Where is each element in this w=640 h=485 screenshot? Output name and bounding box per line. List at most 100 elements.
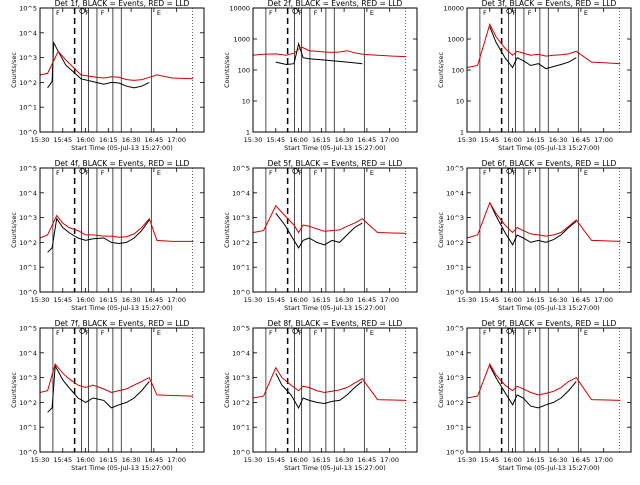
y-tick-label: 10^2: [19, 79, 37, 87]
y-tick-label: 10^2: [446, 399, 464, 407]
y-tick-label: 1000: [233, 36, 250, 44]
y-tick-label: 10^3: [19, 214, 37, 222]
x-tick-label: 15:45: [480, 136, 499, 144]
y-tick-label: 10^4: [19, 29, 37, 37]
status-flag-label: F: [269, 9, 273, 17]
y-tick-label: 10^3: [232, 214, 250, 222]
status-flag-label: E: [157, 329, 161, 337]
x-tick-label: 16:00: [76, 136, 95, 144]
panel-title: Det 6f, BLACK = Events, RED = LLD: [482, 159, 617, 168]
series-events-line: [489, 26, 577, 70]
series-lld-line: [252, 366, 407, 401]
y-tick-label: 10^5: [232, 165, 250, 173]
series-events-line: [275, 372, 363, 409]
orbit-marker-circle: [79, 168, 86, 174]
panel-title: Det 3f, BLACK = Events, RED = LLD: [482, 0, 617, 8]
status-flag-label: F: [483, 9, 487, 17]
orbit-marker-circle: [292, 8, 299, 14]
panel-title: Det 7f, BLACK = Events, RED = LLD: [55, 319, 190, 328]
status-flag-label: F: [483, 329, 487, 337]
plot-frame: [466, 167, 632, 293]
x-tick-label: 16:15: [99, 296, 118, 304]
x-tick-label: 15:45: [266, 456, 285, 464]
x-tick-label: 16:15: [526, 456, 545, 464]
x-tick-label: 16:00: [289, 136, 308, 144]
status-flag-label: E: [370, 169, 374, 177]
y-tick-label: 1: [460, 129, 464, 137]
plot-frame: [252, 7, 418, 133]
x-tick-label: 15:45: [480, 296, 499, 304]
x-tick-label: 17:00: [380, 296, 399, 304]
y-axis-label: Counts/sec: [437, 372, 445, 408]
series-lld-line: [252, 46, 407, 58]
x-tick-label: 16:15: [99, 136, 118, 144]
status-flag-label: F: [314, 329, 318, 337]
status-flag-label: F: [86, 169, 90, 177]
y-axis-label: Counts/sec: [10, 52, 18, 88]
x-tick-label: 16:15: [526, 296, 545, 304]
x-tick-label: 16:30: [335, 136, 354, 144]
status-flag-label: F: [269, 329, 273, 337]
x-tick-label: 16:15: [312, 296, 331, 304]
x-tick-label: 16:45: [358, 296, 377, 304]
y-tick-label: 10: [242, 98, 250, 106]
status-flag-label: F: [101, 329, 105, 337]
series-events-line: [275, 41, 363, 66]
series-lld-line: [466, 201, 621, 242]
status-flag-label: F: [528, 329, 532, 337]
status-flag-label: F: [56, 169, 60, 177]
y-tick-label: 10^1: [446, 424, 464, 432]
status-flag-label: F: [314, 9, 318, 17]
x-tick-label: 16:45: [145, 296, 164, 304]
x-tick-label: 16:15: [312, 456, 331, 464]
x-tick-label: 16:15: [312, 136, 331, 144]
y-tick-label: 10^2: [19, 239, 37, 247]
y-tick-label: 10^4: [232, 349, 250, 357]
series-lld-line: [466, 22, 621, 68]
plot-frame: [252, 327, 418, 453]
status-flag-label: E: [584, 169, 588, 177]
series-events-line: [275, 212, 363, 249]
status-flag-label: F: [86, 9, 90, 17]
orbit-marker-circle: [79, 328, 86, 334]
x-tick-label: 17:00: [380, 456, 399, 464]
y-tick-label: 10^5: [232, 325, 250, 333]
y-axis-label: Counts/sec: [10, 212, 18, 248]
y-tick-label: 10^3: [446, 214, 464, 222]
y-axis-label: Counts/sec: [223, 52, 231, 88]
panel-title: Det 1f, BLACK = Events, RED = LLD: [55, 0, 190, 8]
x-tick-label: 16:30: [549, 456, 568, 464]
y-axis-label: Counts/sec: [223, 372, 231, 408]
x-tick-label: 16:45: [145, 136, 164, 144]
orbit-marker-circle: [506, 8, 513, 14]
x-tick-label: 15:45: [53, 456, 72, 464]
x-tick-label: 15:30: [31, 456, 50, 464]
y-tick-label: 10: [456, 98, 464, 106]
status-flag-label: F: [299, 329, 303, 337]
x-tick-label: 16:00: [503, 136, 522, 144]
x-axis-label: Start Time (05-Jul-13 15:27:00): [498, 464, 600, 472]
panel-title: Det 2f, BLACK = Events, RED = LLD: [268, 0, 403, 8]
y-tick-label: 10^1: [19, 104, 37, 112]
series-events-line: [47, 40, 150, 89]
y-tick-label: 100: [238, 67, 250, 75]
status-flag-label: F: [483, 169, 487, 177]
orbit-marker-circle: [292, 168, 299, 174]
status-flag-label: F: [528, 169, 532, 177]
x-axis-label: Start Time (05-Jul-13 15:27:00): [284, 144, 386, 152]
status-flag-label: F: [299, 9, 303, 17]
x-tick-label: 16:45: [358, 136, 377, 144]
x-tick-label: 15:30: [244, 136, 263, 144]
x-axis-label: Start Time (05-Jul-13 15:27:00): [71, 144, 173, 152]
x-tick-label: 15:45: [266, 136, 285, 144]
status-flag-label: F: [299, 169, 303, 177]
y-axis-label: Counts/sec: [437, 52, 445, 88]
y-tick-label: 10^5: [19, 325, 37, 333]
x-tick-label: 16:30: [122, 296, 141, 304]
x-tick-label: 16:15: [99, 456, 118, 464]
orbit-marker-circle: [506, 328, 513, 334]
x-tick-label: 17:00: [167, 296, 186, 304]
